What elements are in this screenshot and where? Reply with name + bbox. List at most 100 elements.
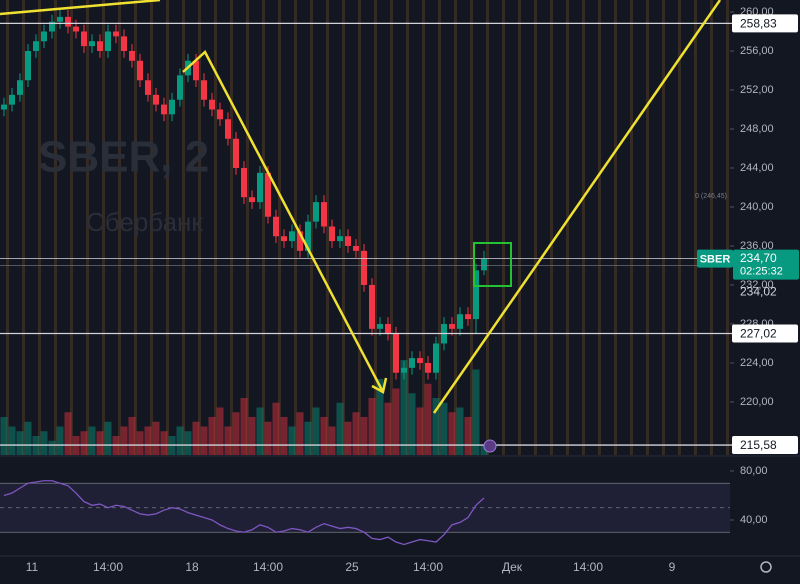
- session-stripe: [566, 0, 569, 455]
- candle-body: [321, 202, 327, 227]
- candle-body: [145, 80, 151, 95]
- candle-body: [417, 358, 423, 363]
- candle-body: [385, 323, 391, 334]
- candle-body: [249, 197, 255, 203]
- current-price-label: 234,70: [740, 251, 777, 265]
- candle-body: [193, 60, 199, 81]
- volume-bar: [152, 421, 160, 455]
- volume-bar: [24, 421, 32, 455]
- x-tick-label: 25: [345, 560, 359, 574]
- volume-bar: [88, 426, 96, 455]
- watermark-subtitle: Сбербанк: [86, 207, 203, 237]
- volume-bar: [64, 412, 72, 455]
- candle-body: [377, 323, 383, 329]
- session-stripe: [54, 0, 57, 455]
- current-price-tag: [733, 249, 799, 280]
- candle-body: [65, 16, 71, 27]
- volume-bar: [480, 445, 488, 455]
- session-stripe: [214, 0, 217, 455]
- session-stripe: [22, 0, 25, 455]
- volume-bar: [416, 407, 424, 455]
- volume-bar: [320, 417, 328, 455]
- candle-body: [49, 21, 55, 32]
- settings-icon[interactable]: [760, 561, 772, 573]
- volume-bar: [248, 417, 256, 455]
- volume-bar: [0, 417, 8, 455]
- volume-bar: [232, 412, 240, 455]
- session-stripe: [182, 0, 185, 455]
- volume-bar: [328, 426, 336, 455]
- volume-bar: [136, 431, 144, 455]
- x-tick-label: 18: [185, 560, 199, 574]
- candle-body: [17, 80, 23, 95]
- session-stripe: [518, 0, 521, 455]
- volume-bar: [408, 393, 416, 455]
- volume-bar: [304, 421, 312, 455]
- volume-bar: [456, 407, 464, 455]
- candle-body: [289, 231, 295, 242]
- volume-bar: [184, 431, 192, 455]
- session-stripe: [358, 0, 361, 455]
- session-stripe: [230, 0, 233, 455]
- event-marker[interactable]: [483, 439, 497, 453]
- session-stripe: [726, 0, 729, 455]
- session-stripe: [310, 0, 313, 455]
- candle-body: [225, 119, 231, 139]
- level-label: 215,58: [740, 438, 777, 452]
- candle-body: [273, 216, 279, 237]
- session-stripe: [646, 0, 649, 455]
- candle-body: [89, 41, 95, 47]
- candle-body: [169, 99, 175, 115]
- volume-bar: [104, 421, 112, 455]
- candle-body: [393, 333, 399, 373]
- candle-body: [449, 323, 455, 329]
- candle-body: [233, 138, 239, 168]
- session-stripe: [406, 0, 409, 455]
- volume-bar: [120, 426, 128, 455]
- level-label: 227,02: [740, 327, 777, 341]
- candle-body: [81, 31, 87, 47]
- session-stripe: [278, 0, 281, 455]
- session-stripe: [662, 0, 665, 455]
- y-tick-label: 256,00: [740, 45, 774, 57]
- volume-bar: [312, 407, 320, 455]
- volume-bar: [352, 412, 360, 455]
- session-stripe: [6, 0, 9, 455]
- volume-bar: [144, 426, 152, 455]
- volume-bar: [272, 402, 280, 455]
- candle-body: [433, 343, 439, 373]
- candle-body: [337, 236, 343, 242]
- candle-body: [217, 109, 223, 120]
- volume-bar: [16, 431, 24, 455]
- candle-body: [465, 314, 471, 320]
- volume-bar: [48, 440, 56, 455]
- x-tick-label: 11: [26, 560, 39, 574]
- level-tag: [732, 436, 798, 455]
- y-tick-label: 248,00: [740, 123, 774, 135]
- candle-body: [9, 94, 15, 105]
- rsi-line: [3, 480, 485, 546]
- candle-body: [153, 94, 159, 105]
- volume-bar: [280, 417, 288, 455]
- rsi-tick-label: 80,00: [740, 465, 768, 477]
- candle-body: [25, 50, 31, 81]
- watermark-title: SBER, 2: [38, 133, 209, 182]
- session-stripe: [614, 0, 617, 455]
- candle-body: [97, 41, 103, 51]
- y-tick-label: 244,00: [740, 162, 774, 174]
- session-stripe: [134, 0, 137, 455]
- volume-bar: [240, 398, 248, 455]
- candle-body: [313, 202, 319, 222]
- volume-bar: [360, 417, 368, 455]
- volume-bar: [368, 398, 376, 455]
- volume-bar: [440, 402, 448, 455]
- candle-body: [361, 250, 367, 285]
- volume-bar: [256, 407, 264, 455]
- volume-bar: [376, 379, 384, 455]
- trend-line: [182, 49, 385, 393]
- session-stripe: [374, 0, 377, 455]
- candle-body: [281, 236, 287, 242]
- candle-body: [105, 31, 111, 51]
- session-stripe: [38, 0, 41, 455]
